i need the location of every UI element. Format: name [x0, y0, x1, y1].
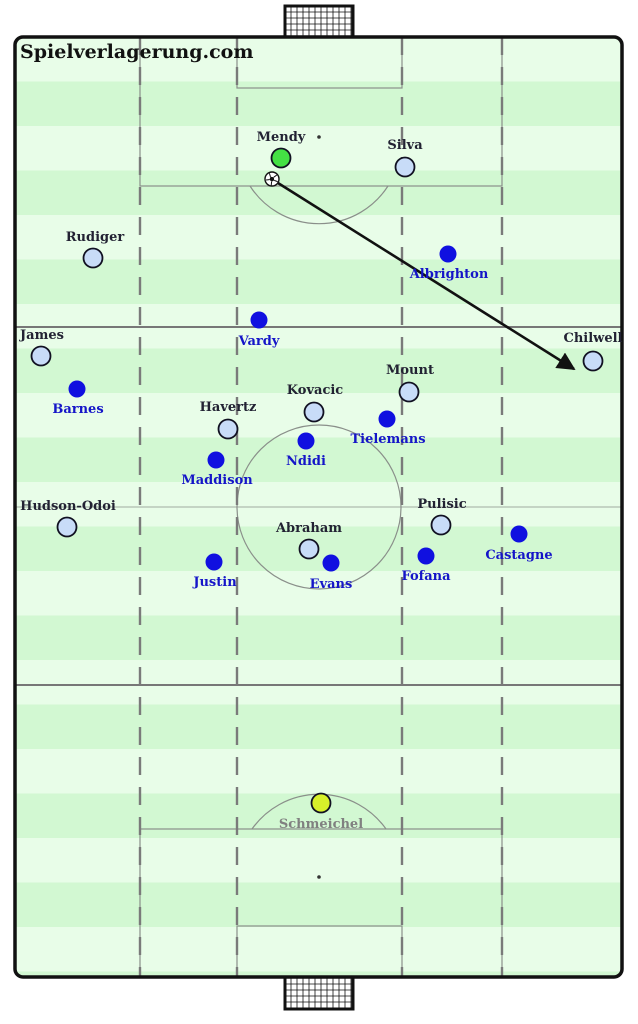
player-label: Ndidi	[286, 454, 326, 469]
player-label: Kovacic	[287, 383, 344, 398]
player-marker	[430, 514, 452, 536]
player-label: Chilwell	[563, 331, 622, 346]
player-marker	[439, 245, 457, 263]
player-label: Mendy	[257, 130, 306, 145]
player-marker	[30, 345, 52, 367]
player-marker	[398, 381, 420, 403]
watermark: Spielverlagerung.com	[20, 41, 253, 63]
top-penalty-arc	[249, 185, 389, 225]
player-label: Rudiger	[66, 230, 125, 245]
player-label: Vardy	[238, 334, 280, 349]
bottom-penalty-spot	[317, 875, 321, 879]
player-silva: Silva	[387, 138, 423, 178]
player-james: James	[19, 328, 64, 367]
player-abraham: Abraham	[275, 521, 342, 560]
player-label: Havertz	[200, 400, 257, 415]
pass-arrow	[277, 181, 576, 371]
player-label: Fofana	[401, 569, 451, 584]
players-layer: Mendy Silva Rudiger Albrighton James Vardy Chi…	[19, 130, 623, 832]
player-marker	[303, 401, 325, 423]
player-label: Hudson-Odoi	[20, 499, 116, 514]
pitch-stripe	[15, 615, 622, 661]
player-chilwell: Chilwell	[563, 331, 623, 372]
channel-lines	[138, 37, 504, 977]
player-marker	[205, 553, 223, 571]
player-schmeichel: Schmeichel	[279, 792, 363, 832]
player-label: Evans	[310, 577, 353, 592]
player-kovacic: Kovacic	[287, 383, 344, 423]
player-marker	[378, 410, 396, 428]
player-marker	[82, 247, 104, 269]
player-marker	[217, 418, 239, 440]
player-label: Pulisic	[417, 497, 466, 512]
player-pulisic: Pulisic	[417, 497, 467, 536]
player-label: Schmeichel	[279, 817, 363, 832]
pitch-stripe	[15, 348, 622, 394]
pitch-stripe	[15, 927, 622, 972]
player-albrighton: Albrighton	[409, 245, 489, 282]
player-marker	[322, 554, 340, 572]
player-marker	[250, 311, 268, 329]
player-label: Abraham	[275, 521, 342, 536]
pitch-stripe	[15, 660, 622, 705]
football-icon	[264, 171, 280, 187]
player-marker	[297, 432, 315, 450]
player-label: Justin	[192, 575, 237, 590]
pitch-stripe	[15, 259, 622, 305]
player-label: Albrighton	[409, 267, 489, 282]
player-marker	[417, 547, 435, 565]
player-havertz: Havertz	[200, 400, 257, 440]
pitch-stripe	[15, 971, 622, 977]
pitch-stripe	[15, 571, 622, 616]
top-penalty-spot	[317, 135, 321, 139]
player-label: Mount	[386, 363, 434, 378]
player-fofana: Fofana	[401, 547, 451, 584]
pitch-stripe	[15, 482, 622, 527]
pitch-stripe	[15, 37, 622, 82]
player-tielemans: Tielemans	[350, 410, 426, 447]
player-marker	[207, 451, 225, 469]
pitch-stripe	[15, 749, 622, 794]
player-marker	[298, 538, 320, 560]
player-justin: Justin	[192, 553, 237, 590]
player-mount: Mount	[386, 363, 434, 403]
player-evans: Evans	[310, 554, 353, 592]
pitch-stripe	[15, 437, 622, 483]
player-hudson-odoi: Hudson-Odoi	[20, 499, 116, 538]
player-vardy: Vardy	[238, 311, 280, 349]
player-marker	[270, 147, 292, 169]
player-marker	[510, 525, 528, 543]
player-label: Tielemans	[350, 432, 425, 447]
player-marker	[56, 516, 78, 538]
pitch-stripe	[15, 215, 622, 260]
player-label: Castagne	[485, 548, 552, 563]
player-label: James	[19, 328, 64, 343]
pitch-stripe	[15, 81, 622, 127]
player-rudiger: Rudiger	[66, 230, 125, 269]
pitch-border	[13, 35, 624, 979]
pitch-stripe	[15, 882, 622, 928]
player-ndidi: Ndidi	[286, 432, 326, 469]
player-marker	[68, 380, 86, 398]
player-label: Silva	[387, 138, 423, 153]
pitch-stripe	[15, 704, 622, 750]
player-label: Barnes	[52, 402, 103, 417]
player-mendy: Mendy	[257, 130, 306, 169]
player-marker	[310, 792, 332, 814]
pitch-stripe	[15, 126, 622, 171]
player-marker	[394, 156, 416, 178]
player-castagne: Castagne	[485, 525, 553, 563]
player-marker	[582, 350, 604, 372]
player-maddison: Maddison	[181, 451, 253, 488]
player-label: Maddison	[181, 473, 253, 488]
player-barnes: Barnes	[52, 380, 104, 417]
